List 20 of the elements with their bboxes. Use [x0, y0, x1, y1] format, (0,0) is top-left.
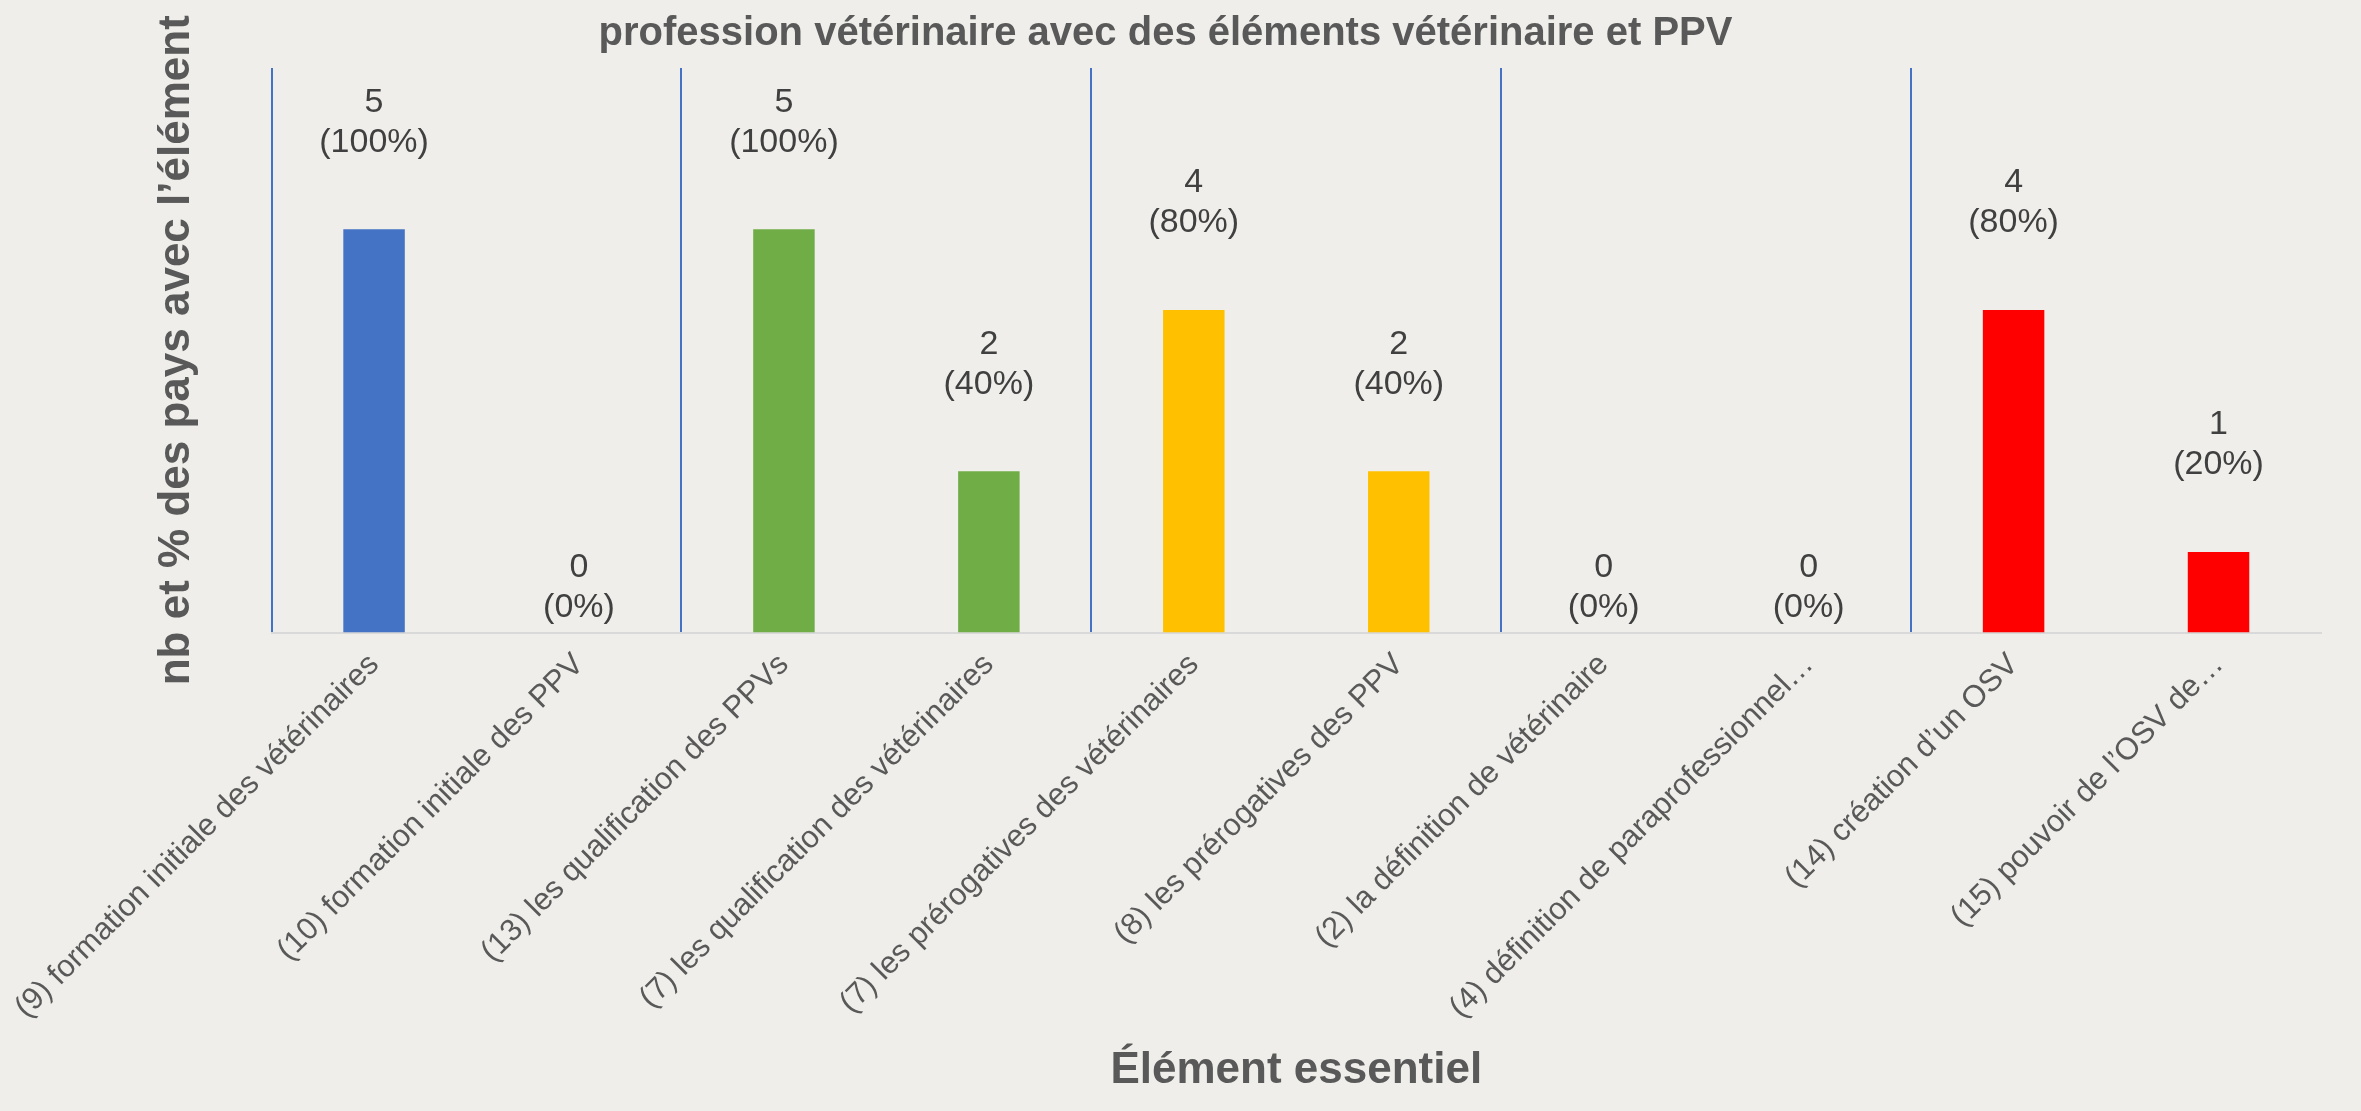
data-label: 0 (0%)	[543, 545, 615, 624]
data-label: 5 (100%)	[319, 80, 429, 159]
bar	[343, 229, 405, 633]
bar	[1163, 309, 1225, 633]
y-axis-title: nb et % des pays avec l’élément	[149, 14, 199, 686]
bar	[1982, 309, 2045, 633]
bar	[958, 471, 1020, 633]
bar	[2187, 551, 2250, 633]
x-axis-title: Élément essentiel	[1110, 1042, 1483, 1092]
data-label: 0 (0%)	[1567, 545, 1640, 624]
data-label: 2 (40%)	[1353, 322, 1445, 401]
data-label: 1 (20%)	[2173, 403, 2264, 482]
data-label: 4 (80%)	[1968, 161, 2059, 240]
data-label: 5 (100%)	[729, 80, 839, 159]
bar	[1368, 471, 1430, 633]
data-label: 2 (40%)	[943, 322, 1035, 401]
data-label: 0 (0%)	[1772, 545, 1845, 624]
data-label: 4 (80%)	[1148, 161, 1240, 240]
chart-title: profession vétérinaire avec des éléments vétérinaire et PPV	[598, 9, 1733, 54]
bar	[753, 229, 815, 633]
